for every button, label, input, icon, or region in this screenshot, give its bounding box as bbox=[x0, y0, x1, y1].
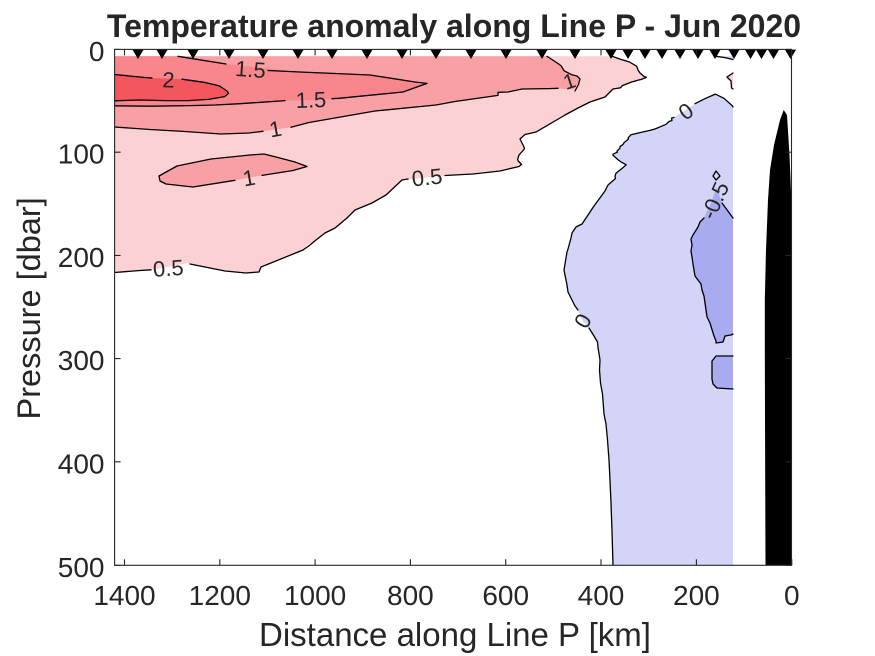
svg-text:100: 100 bbox=[58, 139, 105, 170]
svg-text:1: 1 bbox=[267, 116, 283, 143]
svg-text:1000: 1000 bbox=[284, 580, 346, 611]
svg-text:400: 400 bbox=[578, 580, 625, 611]
svg-text:0: 0 bbox=[89, 36, 105, 67]
svg-text:2: 2 bbox=[162, 67, 175, 92]
svg-text:1: 1 bbox=[241, 165, 257, 192]
svg-text:1.5: 1.5 bbox=[234, 56, 266, 83]
svg-text:0: 0 bbox=[784, 580, 800, 611]
svg-text:Pressure [dbar]: Pressure [dbar] bbox=[11, 197, 47, 419]
svg-text:1.5: 1.5 bbox=[295, 87, 326, 113]
svg-text:400: 400 bbox=[58, 448, 105, 479]
svg-text:600: 600 bbox=[482, 580, 529, 611]
svg-text:800: 800 bbox=[387, 580, 434, 611]
svg-text:0.5: 0.5 bbox=[410, 163, 443, 191]
svg-text:200: 200 bbox=[58, 242, 105, 273]
svg-text:1200: 1200 bbox=[189, 580, 251, 611]
svg-text:0.5: 0.5 bbox=[152, 255, 184, 282]
svg-text:Distance along Line P [km]: Distance along Line P [km] bbox=[259, 616, 651, 653]
svg-text:500: 500 bbox=[58, 552, 105, 583]
svg-text:Temperature anomaly along Line: Temperature anomaly along Line P - Jun 2… bbox=[107, 8, 801, 44]
svg-text:1400: 1400 bbox=[93, 580, 155, 611]
svg-text:300: 300 bbox=[58, 345, 105, 376]
svg-text:200: 200 bbox=[673, 580, 720, 611]
